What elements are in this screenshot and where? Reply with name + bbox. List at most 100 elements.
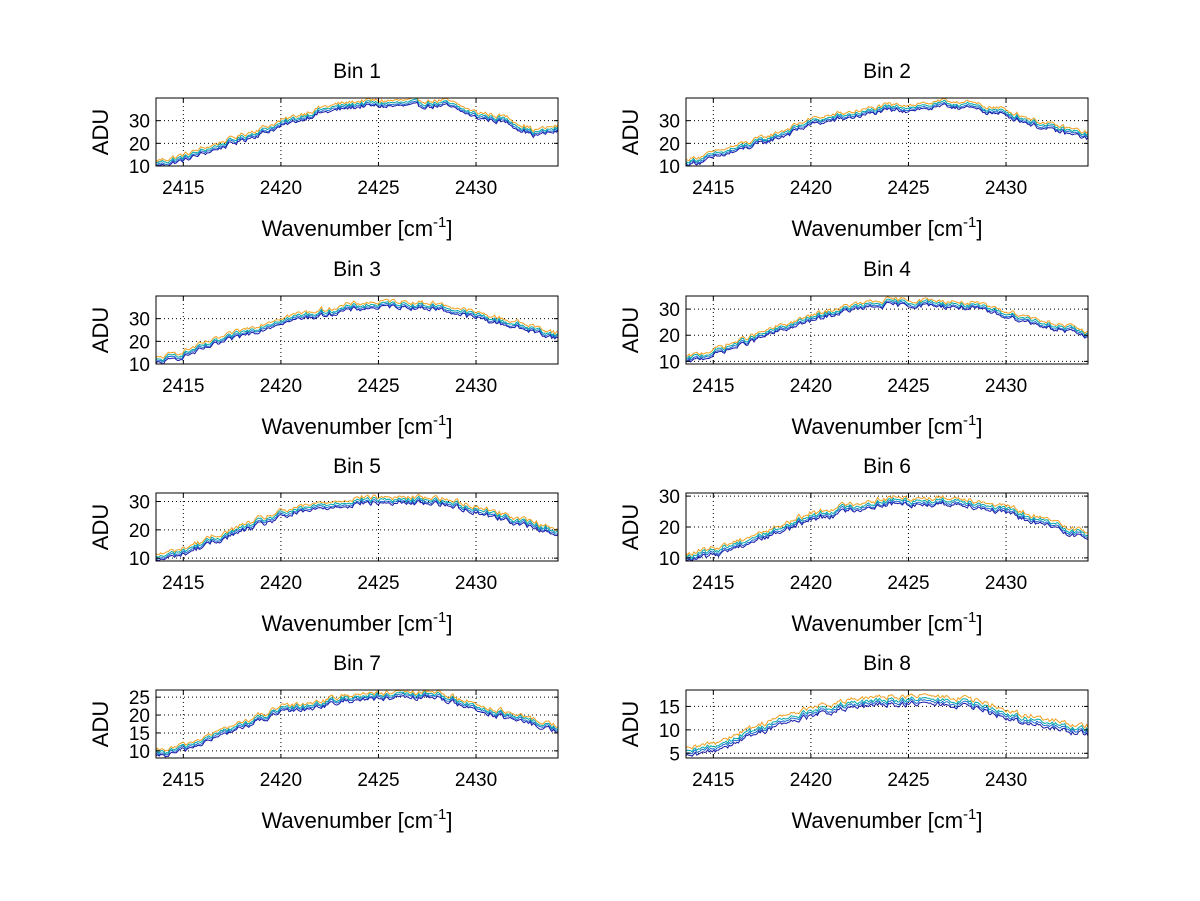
x-axis-label-end: ] bbox=[976, 808, 982, 833]
x-axis-label-end: ] bbox=[446, 808, 452, 833]
subplot-title: Bin 7 bbox=[333, 652, 381, 675]
series-line-4 bbox=[155, 101, 559, 167]
y-tick-label: 30 bbox=[129, 493, 150, 514]
x-tick-label: 2425 bbox=[887, 178, 929, 199]
series-line-2 bbox=[155, 301, 559, 362]
axes-box bbox=[155, 97, 559, 167]
x-tick-label: 2420 bbox=[790, 770, 832, 791]
x-tick-label: 2415 bbox=[162, 770, 204, 791]
x-axis-label-main: Wavenumber [cm bbox=[261, 216, 433, 241]
series-line-1 bbox=[685, 300, 1089, 361]
series-line-1 bbox=[155, 302, 559, 363]
subplot-title: Bin 3 bbox=[333, 258, 381, 281]
y-tick-label: 10 bbox=[129, 742, 150, 763]
x-axis-label-end: ] bbox=[446, 414, 452, 439]
y-tick-label: 10 bbox=[129, 157, 150, 178]
series-line-3 bbox=[685, 494, 1089, 557]
series-line-3 bbox=[685, 97, 1089, 162]
y-axis-label: ADU bbox=[88, 701, 113, 747]
subplot-title: Bin 4 bbox=[863, 258, 911, 281]
x-axis-label-end: ] bbox=[976, 611, 982, 636]
series-line-2 bbox=[155, 495, 559, 558]
y-tick-label: 20 bbox=[659, 518, 680, 539]
y-axis-label: ADU bbox=[88, 504, 113, 550]
y-tick-label: 15 bbox=[659, 697, 680, 718]
series-line-2 bbox=[685, 99, 1089, 164]
y-tick-label: 10 bbox=[129, 549, 150, 570]
x-axis-label-main: Wavenumber [cm bbox=[261, 414, 433, 439]
y-axis-label: ADU bbox=[618, 109, 643, 155]
x-axis-label-end: ] bbox=[976, 414, 982, 439]
y-axis-label: ADU bbox=[88, 109, 113, 155]
y-axis-label: ADU bbox=[88, 307, 113, 353]
x-axis-label-exponent: -1 bbox=[433, 412, 446, 429]
subplot-title: Bin 1 bbox=[333, 60, 381, 83]
x-tick-label: 2420 bbox=[260, 376, 302, 397]
x-tick-label: 2425 bbox=[887, 573, 929, 594]
axes-box bbox=[685, 97, 1089, 167]
x-tick-label: 2430 bbox=[985, 573, 1027, 594]
series-line-2 bbox=[685, 497, 1088, 560]
series-line-4 bbox=[155, 499, 559, 562]
x-tick-label: 2415 bbox=[692, 376, 734, 397]
series-line-1 bbox=[155, 692, 559, 756]
subplot-title: Bin 2 bbox=[863, 60, 911, 83]
y-tick-label: 30 bbox=[659, 487, 680, 508]
x-tick-label: 2415 bbox=[162, 178, 204, 199]
subplot-bin-4: 2415 2420 2425 2430 10 20 30 Bin 4 Wavenumber [c… bbox=[618, 258, 1089, 439]
y-tick-label: 5 bbox=[669, 744, 680, 765]
x-tick-label: 2430 bbox=[455, 770, 497, 791]
x-axis-label-exponent: -1 bbox=[963, 214, 976, 231]
series-line-4 bbox=[685, 301, 1089, 363]
x-tick-label: 2415 bbox=[692, 178, 734, 199]
x-tick-label: 2425 bbox=[357, 573, 399, 594]
x-axis-label-end: ] bbox=[446, 216, 452, 241]
axes-box bbox=[685, 295, 1089, 365]
x-tick-label: 2430 bbox=[455, 178, 497, 199]
x-tick-label: 2420 bbox=[790, 178, 832, 199]
x-axis-label: Wavenumber [cm-1] bbox=[261, 412, 452, 439]
y-tick-label: 25 bbox=[129, 688, 150, 709]
x-tick-label: 2420 bbox=[790, 573, 832, 594]
x-axis-label-main: Wavenumber [cm bbox=[261, 611, 433, 636]
y-axis-label: ADU bbox=[618, 307, 643, 353]
x-tick-label: 2415 bbox=[692, 573, 734, 594]
subplot-bin-5: 2415 2420 2425 2430 10 20 30 Bin 5 Wavenumber [c… bbox=[88, 455, 559, 636]
x-axis-label: Wavenumber [cm-1] bbox=[791, 806, 982, 833]
x-tick-label: 2420 bbox=[260, 573, 302, 594]
x-axis-label-main: Wavenumber [cm bbox=[791, 216, 963, 241]
y-tick-label: 10 bbox=[659, 157, 680, 178]
x-axis-label-main: Wavenumber [cm bbox=[791, 611, 963, 636]
x-axis-label-exponent: -1 bbox=[433, 609, 446, 626]
x-tick-label: 2430 bbox=[455, 376, 497, 397]
y-tick-label: 30 bbox=[659, 300, 680, 321]
series-line-1 bbox=[685, 101, 1089, 167]
x-tick-label: 2425 bbox=[357, 376, 399, 397]
x-tick-label: 2425 bbox=[887, 770, 929, 791]
x-tick-label: 2420 bbox=[790, 376, 832, 397]
x-tick-label: 2430 bbox=[985, 178, 1027, 199]
y-tick-label: 20 bbox=[129, 706, 150, 727]
series-line-1 bbox=[155, 497, 559, 560]
series-line-4 bbox=[685, 103, 1089, 167]
x-axis-label-end: ] bbox=[446, 611, 452, 636]
y-tick-label: 10 bbox=[129, 355, 150, 376]
x-axis-label: Wavenumber [cm-1] bbox=[261, 609, 452, 636]
y-tick-label: 20 bbox=[659, 134, 680, 155]
x-tick-label: 2415 bbox=[692, 770, 734, 791]
x-tick-label: 2420 bbox=[260, 770, 302, 791]
series-line-1 bbox=[155, 100, 559, 166]
y-tick-label: 30 bbox=[129, 112, 150, 133]
x-tick-label: 2430 bbox=[985, 376, 1027, 397]
series-line-2 bbox=[685, 298, 1089, 360]
axes-box bbox=[155, 689, 559, 759]
series-line-1 bbox=[685, 499, 1089, 562]
x-tick-label: 2420 bbox=[260, 178, 302, 199]
x-axis-label-main: Wavenumber [cm bbox=[791, 808, 963, 833]
x-axis-label-end: ] bbox=[976, 216, 982, 241]
